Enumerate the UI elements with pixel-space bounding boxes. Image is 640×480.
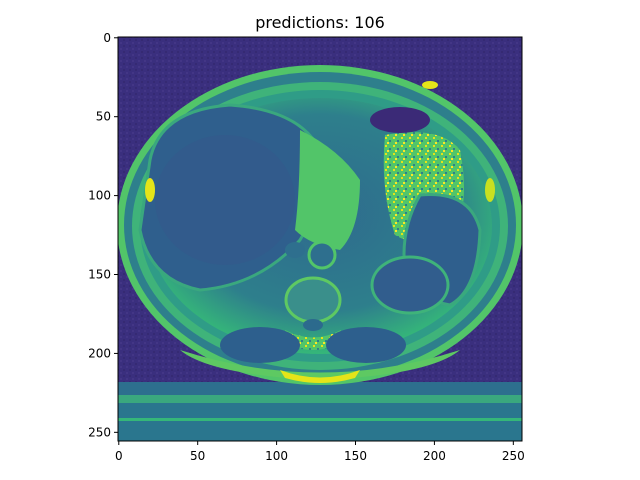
x-tick-label: 0 [115,449,123,463]
y-tick-label: 150 [88,268,111,282]
y-axis: 0 50 100 150 200 250 [88,31,118,439]
x-tick-label: 50 [190,449,205,463]
image-axes-frame [117,36,523,442]
x-tick-label: 150 [344,449,367,463]
y-tick-label: 0 [103,31,111,45]
x-axis: 0 50 100 150 200 250 [115,441,525,463]
x-tick-label: 100 [265,449,288,463]
x-tick-label: 200 [423,449,446,463]
figure-title: predictions: 106 [255,13,385,32]
x-tick-label: 250 [502,449,525,463]
y-tick-label: 100 [88,189,111,203]
y-tick-label: 250 [88,425,111,439]
y-tick-label: 200 [88,346,111,360]
ct-axial-slice-image [118,37,522,441]
y-tick-label: 50 [96,110,111,124]
